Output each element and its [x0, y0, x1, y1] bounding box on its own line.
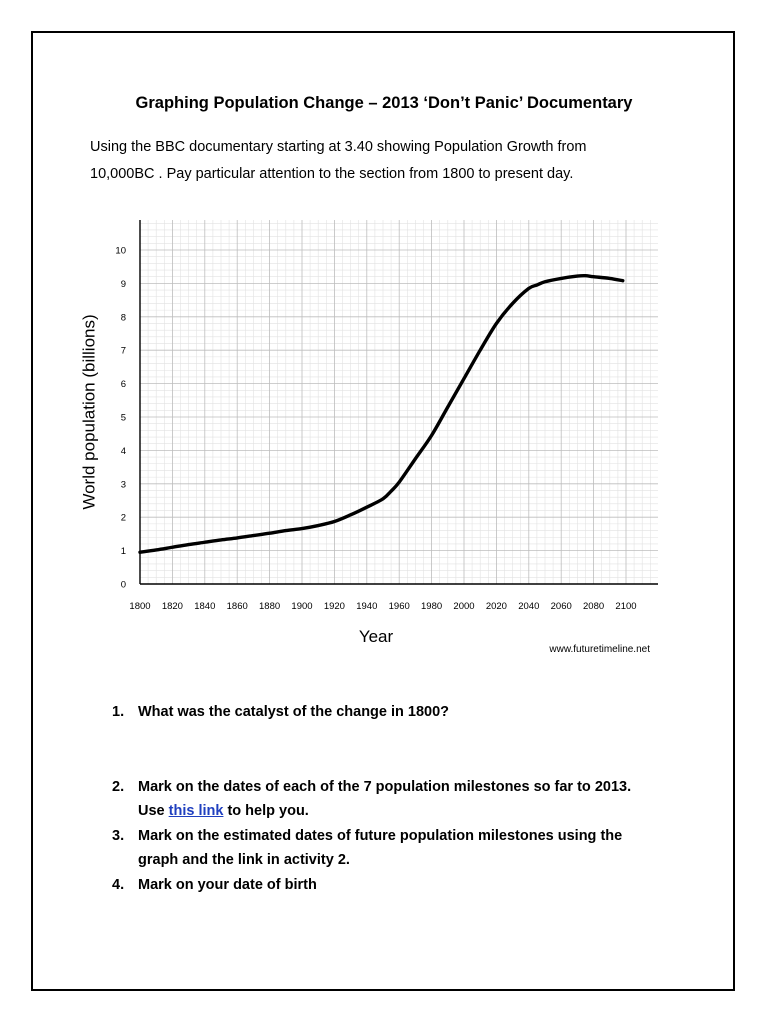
question-2-after: to help you. [223, 803, 309, 819]
y-tick-label: 2 [121, 513, 126, 524]
x-tick-label: 2000 [453, 601, 474, 612]
y-tick-label: 0 [121, 580, 126, 591]
intro-paragraph: Using the BBC documentary starting at 3.… [90, 134, 670, 188]
this-link[interactable]: this link [168, 803, 224, 819]
question-2-use: Use [138, 803, 169, 819]
y-axis-label: World population (billions) [79, 314, 98, 509]
question-4-number: 4. [112, 877, 125, 893]
question-1-number: 1. [112, 704, 125, 720]
x-tick-label: 2100 [615, 601, 636, 612]
y-tick-label: 4 [121, 446, 126, 457]
x-tick-label: 1920 [324, 601, 345, 612]
question-4-text: Mark on your date of birth [138, 877, 317, 893]
question-3-text-line2: graph and the link in activity 2. [138, 852, 350, 868]
chart-source: www.futuretimeline.net [548, 644, 650, 655]
y-tick-label: 3 [121, 479, 126, 490]
x-tick-label: 1840 [194, 601, 215, 612]
intro-line-1: Using the BBC documentary starting at 3.… [90, 139, 587, 155]
intro-line-2: 10,000BC . Pay particular attention to t… [90, 166, 574, 182]
x-tick-label: 1880 [259, 601, 280, 612]
y-tick-label: 10 [115, 246, 126, 257]
question-1-text: What was the catalyst of the change in 1… [138, 704, 450, 720]
chart-svg: 1800 1820 1840 1860 1880 1900 1920 1940 1960 1980… [79, 220, 658, 655]
y-tick-label: 8 [121, 312, 126, 323]
x-tick-label: 1860 [227, 601, 248, 612]
y-tick-label: 6 [121, 379, 126, 390]
x-tick-label: 2040 [518, 601, 539, 612]
question-3-text: Mark on the estimated dates of future po… [138, 828, 623, 844]
question-2-text: Mark on the dates of each of the 7 popul… [138, 779, 632, 795]
y-tick-label: 5 [121, 413, 126, 424]
question-2-number: 2. [112, 779, 125, 795]
y-tick-label: 7 [121, 346, 126, 357]
x-tick-label: 1800 [129, 601, 150, 612]
x-tick-label: 2060 [551, 601, 572, 612]
x-tick-label: 1940 [356, 601, 377, 612]
document-title: Graphing Population Change – 2013 ‘Don’t… [135, 94, 633, 112]
series-line [138, 273, 625, 554]
population-chart: 1800 1820 1840 1860 1880 1900 1920 1940 1960 1980… [70, 210, 670, 665]
page-border [31, 31, 735, 991]
y-tick-label: 9 [121, 279, 126, 290]
x-tick-label: 1960 [389, 601, 410, 612]
x-axis-label: Year [359, 627, 394, 646]
x-tick-label: 1900 [291, 601, 312, 612]
x-tick-label: 2080 [583, 601, 604, 612]
x-tick-label: 1820 [162, 601, 183, 612]
y-tick-label: 1 [121, 546, 126, 557]
question-3-number: 3. [112, 828, 125, 844]
x-tick-label: 1980 [421, 601, 442, 612]
x-tick-label: 2020 [486, 601, 507, 612]
